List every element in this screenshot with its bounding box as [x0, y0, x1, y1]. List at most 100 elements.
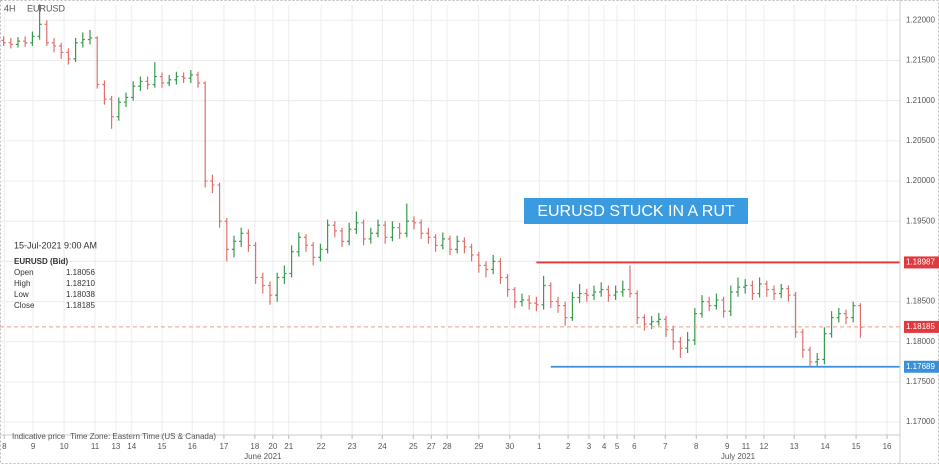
ohlc-bar [793, 291, 798, 338]
ohlc-bar [109, 95, 114, 129]
info-label: High [14, 279, 30, 288]
y-tick-label: 1.19500 [906, 216, 935, 225]
ohlc-bar [102, 80, 107, 105]
price-label-box [904, 320, 939, 333]
info-label: Close [14, 301, 35, 310]
x-tick-label: 15 [852, 442, 861, 451]
y-tick-label: 1.17000 [906, 417, 935, 426]
y-tick-label: 1.21500 [906, 56, 935, 65]
ohlc-bar [339, 227, 345, 247]
ohlc-bar [203, 81, 208, 188]
ohlc-bar [426, 227, 431, 244]
price-label: 1.17689 [906, 362, 935, 371]
ohlc-bar [275, 272, 280, 302]
x-tick-label: 9 [31, 442, 36, 451]
x-tick-label: 18 [250, 442, 259, 451]
info-label: Low [14, 290, 29, 299]
ohlc-bar [23, 36, 28, 47]
ohlc-bar [260, 272, 265, 294]
ohlc-bar [66, 48, 71, 65]
ohlc-bar [512, 287, 517, 309]
ohlc-bar [354, 211, 359, 235]
footer-note: Time Zone: Eastern Time (US & Canada) [70, 432, 216, 441]
x-tick-label: 17 [219, 442, 228, 451]
ohlc-bar [721, 296, 726, 318]
ohlc-bar [635, 290, 640, 325]
ohlc-bar [361, 219, 366, 246]
x-tick-label: 21 [284, 442, 293, 451]
x-tick-label: 7 [663, 442, 668, 451]
x-tick-label: 8 [694, 442, 699, 451]
ohlc-bar [836, 308, 841, 323]
ohlc-bar [678, 336, 683, 358]
ohlc-bar [181, 72, 186, 83]
x-tick-label: 24 [378, 442, 387, 451]
ohlc-bar [152, 62, 157, 88]
x-tick-label: 11 [91, 442, 100, 451]
ohlc-bar [138, 76, 143, 91]
ohlc-bar [282, 265, 287, 284]
x-tick-label: 11 [742, 442, 751, 451]
y-tick-label: 1.17500 [906, 377, 935, 386]
x-tick-label: 14 [127, 442, 136, 451]
ohlc-bar [411, 216, 417, 230]
ohlc-bar [815, 353, 820, 366]
ohlc-bar [8, 37, 13, 49]
y-tick-label: 1.20000 [906, 176, 935, 185]
price-label: 1.18185 [906, 322, 935, 331]
ohlc-bar [267, 281, 273, 305]
x-tick-label: 2 [566, 442, 571, 451]
ohlc-bar [1, 36, 6, 46]
y-tick-label: 1.18000 [906, 337, 935, 346]
ohlc-bar [548, 282, 553, 309]
annotation-box [524, 198, 748, 224]
ohlc-bar [728, 285, 733, 317]
ohlc-bar [325, 219, 330, 254]
month-label: June 2021 [244, 452, 282, 461]
ohlc-bar [167, 74, 172, 87]
info-box: 15-Jul-2021 9:00 AM EURUSD (Bid) Open 1.1… [14, 240, 97, 310]
ohlc-bar [80, 32, 85, 48]
y-tick-label: 1.18500 [906, 297, 935, 306]
ohlc-bar [87, 29, 93, 45]
info-datetime: 15-Jul-2021 9:00 AM [14, 240, 97, 250]
x-tick-label: 9 [725, 442, 730, 451]
ohlc-bar [368, 227, 373, 244]
ohlc-bar [188, 70, 193, 83]
x-tick-label: 15 [158, 442, 167, 451]
x-tick-label: 30 [505, 442, 514, 451]
ohlc-bar [332, 221, 337, 238]
ohlc-bar [656, 312, 661, 326]
ohlc-bar [735, 277, 741, 297]
x-tick-label: 8 [2, 442, 7, 451]
ohlc-bar [563, 301, 568, 326]
ohlc-bar [779, 283, 784, 299]
ohlc-bar [224, 217, 229, 262]
ohlc-bar [51, 37, 57, 53]
ohlc-bar [303, 234, 309, 252]
ohlc-bar [383, 221, 388, 244]
price-label: 1.18987 [906, 258, 935, 267]
ohlc-bar [15, 37, 21, 48]
x-tick-label: 1 [537, 442, 542, 451]
ohlc-bar [318, 243, 323, 262]
x-tick-label: 22 [317, 442, 326, 451]
x-tick-label: 29 [474, 442, 483, 451]
ohlc-bar [419, 219, 424, 239]
ohlc-bar [37, 4, 42, 40]
annotation: EURUSD STUCK IN A RUT [537, 203, 735, 220]
x-tick-label: 5 [615, 442, 620, 451]
ohlc-bar [253, 242, 258, 284]
symbol: EURUSD [27, 3, 66, 13]
ohlc-bar [584, 288, 589, 302]
x-tick-label: 13 [111, 442, 120, 451]
ohlc-bar [375, 219, 381, 238]
ohlc-bar [764, 280, 769, 297]
price-bars [1, 4, 863, 367]
ohlc-bar [591, 285, 597, 300]
ohlc-bar [476, 251, 481, 273]
x-tick-label: 3 [587, 442, 592, 451]
y-tick-label: 1.21000 [906, 96, 935, 105]
